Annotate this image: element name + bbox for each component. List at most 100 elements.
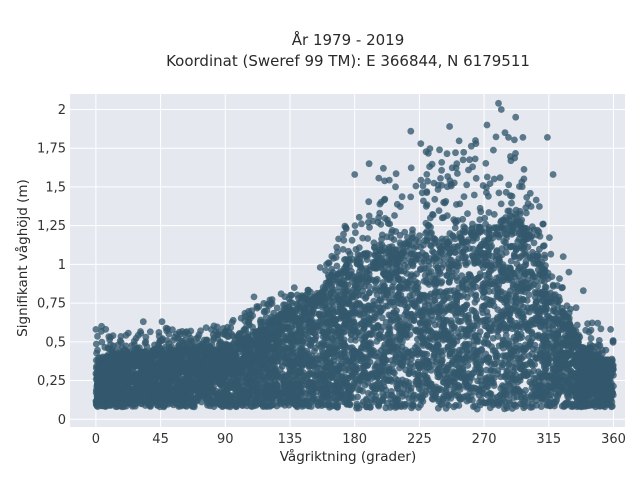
data-points: [92, 99, 617, 413]
data-point: [490, 146, 497, 154]
data-point: [511, 136, 518, 144]
data-point: [451, 224, 459, 232]
data-point: [460, 148, 468, 156]
data-point: [486, 268, 493, 276]
data-point: [376, 297, 383, 304]
data-point: [460, 303, 467, 311]
data-point: [489, 335, 497, 342]
data-point: [194, 333, 202, 341]
data-point: [483, 173, 491, 181]
data-point: [377, 221, 385, 228]
data-point: [487, 244, 494, 251]
data-point: [556, 275, 563, 282]
data-point: [471, 298, 479, 306]
data-point: [530, 239, 538, 247]
data-point: [536, 203, 543, 210]
data-point: [505, 181, 513, 189]
data-point: [414, 335, 421, 343]
data-point: [146, 328, 154, 336]
data-point: [386, 325, 394, 333]
data-point: [404, 247, 412, 255]
data-point: [553, 297, 561, 305]
data-point: [337, 328, 345, 336]
data-point: [370, 260, 377, 268]
data-point: [409, 291, 416, 299]
data-point: [355, 213, 363, 221]
data-point: [94, 332, 101, 340]
data-point: [363, 403, 370, 411]
data-point: [507, 153, 514, 160]
data-point: [265, 302, 273, 309]
data-point: [495, 189, 503, 197]
data-point: [454, 317, 462, 324]
data-point: [339, 246, 347, 253]
data-point: [595, 337, 603, 344]
data-point: [378, 254, 386, 262]
data-point: [438, 159, 446, 166]
data-point: [420, 277, 428, 285]
data-point: [473, 276, 480, 284]
data-point: [373, 385, 381, 393]
data-point: [416, 232, 423, 240]
data-point: [492, 133, 500, 141]
data-point: [345, 247, 352, 255]
data-point: [116, 337, 124, 345]
data-point: [472, 174, 480, 182]
data-point: [476, 204, 484, 212]
data-point: [426, 278, 434, 286]
data-point: [392, 170, 400, 178]
data-point: [407, 164, 415, 172]
data-point: [523, 194, 531, 201]
data-point: [431, 195, 439, 203]
data-point: [573, 321, 581, 329]
data-point: [464, 362, 472, 369]
data-point: [460, 193, 468, 201]
data-point: [470, 191, 478, 199]
data-point: [485, 209, 493, 216]
data-point: [467, 290, 475, 297]
data-point: [392, 246, 400, 254]
data-point: [392, 261, 400, 269]
data-point: [388, 357, 395, 364]
data-point: [417, 243, 424, 251]
data-point: [415, 251, 423, 259]
data-point: [587, 335, 595, 342]
data-point: [364, 235, 372, 242]
data-point: [325, 259, 332, 267]
data-point: [435, 207, 443, 215]
data-point: [277, 290, 285, 298]
data-point: [421, 237, 428, 245]
data-point: [325, 401, 332, 409]
data-point: [260, 300, 268, 307]
data-point: [526, 253, 534, 261]
data-point: [418, 189, 426, 197]
data-point: [459, 156, 467, 164]
data-point: [507, 257, 515, 265]
data-point: [490, 379, 497, 387]
data-point: [463, 181, 471, 189]
data-point: [332, 254, 340, 261]
data-point: [376, 241, 384, 249]
data-point: [407, 272, 415, 280]
data-point: [197, 327, 205, 335]
data-point: [558, 284, 566, 292]
data-point: [501, 230, 509, 238]
data-point: [527, 279, 534, 287]
data-point: [246, 321, 253, 329]
data-point: [424, 177, 431, 185]
data-point: [534, 282, 541, 290]
data-point: [475, 391, 483, 399]
data-point: [563, 302, 571, 310]
data-point: [455, 137, 463, 145]
data-point: [546, 234, 553, 242]
data-point: [422, 202, 430, 210]
data-point: [340, 230, 347, 238]
data-point: [547, 250, 555, 258]
data-point: [452, 149, 459, 157]
data-point: [322, 300, 329, 307]
data-point: [520, 166, 528, 173]
data-point: [520, 404, 528, 412]
data-point: [487, 360, 495, 368]
data-point: [378, 314, 386, 322]
